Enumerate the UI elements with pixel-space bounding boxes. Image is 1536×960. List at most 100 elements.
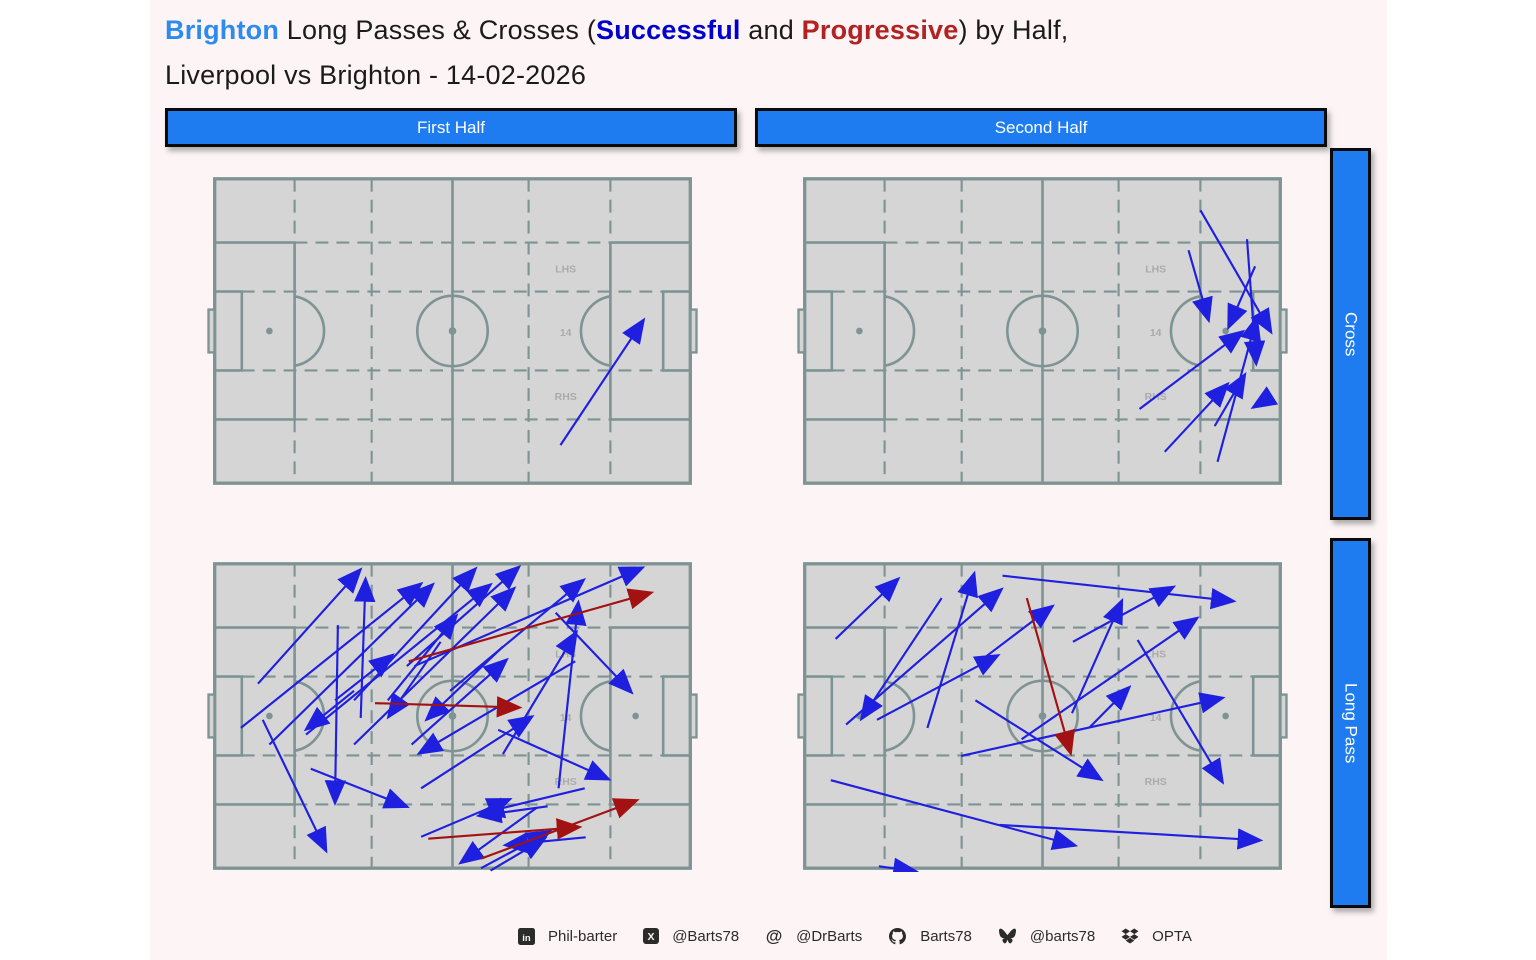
- column-header-second-half: Second Half: [755, 108, 1327, 147]
- zone-label-14: 14: [1150, 713, 1162, 724]
- zone-label-lhs: LHS: [1145, 265, 1166, 276]
- row-header-long-pass-label: Long Pass: [1341, 682, 1361, 764]
- zone-label-rhs: RHS: [555, 777, 577, 788]
- footer-link-mastodon[interactable]: @ @DrBarts: [765, 927, 862, 945]
- pass-arrow-successful: [1138, 329, 1246, 410]
- footer-label-bluesky: @barts78: [1029, 927, 1096, 945]
- pass-arrow-successful: [830, 779, 1079, 850]
- pass-arrow-successful: [386, 613, 459, 701]
- pass-arrow-progressive: [408, 588, 655, 663]
- pass-arrow-successful: [1250, 386, 1279, 409]
- pass-arrow-successful: [559, 317, 646, 446]
- pitch-marking: [294, 294, 326, 368]
- dropbox-icon: [1121, 928, 1139, 944]
- column-header-first-half: First Half: [165, 108, 737, 147]
- zone-label-14: 14: [1150, 328, 1162, 339]
- pitch-marking: [1005, 679, 1080, 753]
- footer-social-links: in Phil-barter X @Barts78 @ @DrBarts Bar…: [518, 920, 1192, 952]
- footer-link-linkedin[interactable]: in Phil-barter: [518, 927, 617, 945]
- pass-arrow-successful: [1072, 585, 1177, 643]
- pass-arrow-successful: [449, 577, 586, 692]
- pass-arrow-successful: [268, 582, 435, 746]
- pass-arrow-successful: [490, 836, 548, 872]
- pass-arrow-successful: [1002, 574, 1237, 610]
- footer-link-bluesky[interactable]: @barts78: [998, 928, 1095, 945]
- pass-arrow-successful: [240, 581, 424, 729]
- pass-arrow-successful: [926, 570, 978, 729]
- penalty-spot-right: [1222, 712, 1229, 720]
- zone-label-rhs: RHS: [555, 392, 577, 403]
- pass-arrow-successful: [353, 586, 517, 746]
- pass-arrow-successful: [834, 576, 901, 640]
- pass-arrow-successful: [1216, 314, 1262, 463]
- footer-link-x[interactable]: X @Barts78: [643, 928, 739, 945]
- footer-link-opta[interactable]: OPTA: [1121, 928, 1192, 945]
- pass-arrow-successful: [1227, 265, 1257, 331]
- pitch-marking: [1005, 294, 1080, 368]
- pitch-first-half-cross: LHS 14 RHS: [205, 175, 700, 487]
- pitch-marking: [213, 675, 244, 757]
- mastodon-icon: @: [766, 927, 783, 945]
- svg-text:in: in: [522, 932, 531, 943]
- title-middle: Long Passes & Crosses (: [279, 15, 597, 45]
- center-spot: [448, 712, 457, 720]
- pass-arrow-successful: [1199, 209, 1273, 335]
- pass-arrow-progressive: [374, 696, 523, 718]
- pass-arrow-successful: [257, 567, 363, 685]
- penalty-spot-right: [1222, 327, 1229, 335]
- pass-arrow-progressive: [1025, 597, 1075, 757]
- footer-label-mastodon: @DrBarts: [796, 927, 863, 945]
- svg-text:X: X: [648, 931, 655, 943]
- title-team: Brighton: [165, 15, 280, 45]
- pitch-marking: [1169, 679, 1201, 753]
- title-suffix: ) by Half,: [958, 15, 1069, 45]
- pass-arrow-successful: [303, 689, 355, 732]
- pitch-marking: [415, 679, 490, 753]
- svg-text:@: @: [766, 927, 783, 945]
- pitch-marking: [213, 290, 244, 372]
- pass-arrow-successful: [1020, 616, 1200, 741]
- penalty-spot-right: [632, 712, 639, 720]
- column-header-second-half-label: Second Half: [994, 117, 1088, 137]
- page-title: Brighton Long Passes & Crosses (Successf…: [165, 8, 1068, 98]
- pass-arrow-progressive: [428, 818, 583, 840]
- pitch-second-half-long-pass: LHS 14 RHS: [795, 560, 1290, 872]
- pass-arrow-successful: [406, 565, 522, 667]
- zone-label-rhs: RHS: [1145, 777, 1167, 788]
- title-successful: Successful: [596, 15, 741, 45]
- center-spot: [1038, 712, 1047, 720]
- title-line-1: Brighton Long Passes & Crosses (Successf…: [165, 8, 1068, 53]
- pitch-marking: [579, 294, 611, 368]
- pass-arrow-successful: [310, 767, 410, 809]
- content-area: Brighton Long Passes & Crosses (Successf…: [150, 0, 1387, 960]
- row-header-cross-label: Cross: [1341, 311, 1361, 357]
- pass-arrow-successful: [1088, 685, 1132, 729]
- pitch-marking: [661, 675, 692, 757]
- pass-arrow-successful: [458, 806, 538, 865]
- github-icon: [889, 928, 907, 945]
- footer-label-opta: OPTA: [1152, 927, 1192, 945]
- second-half-long-pass-svg: LHS 14 RHS: [797, 562, 1288, 872]
- pitch-marking: [803, 290, 834, 372]
- title-line-2: Liverpool vs Brighton - 14-02-2026: [165, 60, 587, 90]
- pass-arrow-successful: [497, 728, 612, 781]
- pass-arrow-successful: [859, 597, 943, 722]
- penalty-spot-left: [856, 327, 863, 335]
- pitch-marking: [884, 294, 916, 368]
- pitch-marking: [579, 679, 611, 753]
- pitch-marking: [661, 290, 692, 372]
- pass-arrow-successful: [878, 857, 919, 872]
- penalty-spot-left: [266, 327, 273, 335]
- footer-link-github[interactable]: Barts78: [888, 927, 972, 945]
- first-half-cross-svg: LHS 14 RHS: [207, 177, 698, 485]
- footer-label-x: @Barts78: [672, 927, 740, 945]
- pass-arrow-successful: [1136, 639, 1225, 785]
- center-spot: [1038, 327, 1047, 335]
- pass-arrow-successful: [1163, 381, 1230, 453]
- pass-arrow-successful: [1187, 249, 1213, 324]
- pitch-marking: [1251, 675, 1282, 757]
